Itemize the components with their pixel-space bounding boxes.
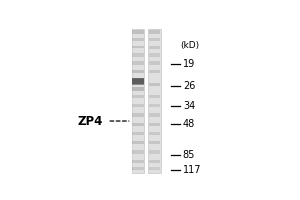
Bar: [148, 38, 160, 41]
Bar: [132, 167, 144, 170]
Bar: [148, 61, 160, 65]
Bar: [132, 113, 144, 117]
Bar: [148, 141, 160, 144]
Bar: [148, 104, 160, 107]
Bar: [132, 150, 144, 154]
Bar: [148, 53, 160, 57]
Bar: [132, 79, 144, 85]
Bar: [148, 29, 161, 173]
Text: 26: 26: [183, 81, 195, 91]
Bar: [132, 53, 144, 57]
Bar: [148, 167, 160, 170]
Bar: [148, 150, 160, 154]
Bar: [148, 70, 160, 73]
Text: ZP4: ZP4: [77, 115, 103, 128]
Bar: [148, 132, 160, 135]
Bar: [148, 30, 160, 34]
Bar: [132, 104, 144, 107]
Text: 85: 85: [183, 150, 195, 160]
Bar: [148, 160, 160, 163]
Text: 19: 19: [183, 59, 195, 69]
Text: 117: 117: [183, 165, 201, 175]
Bar: [132, 132, 144, 135]
Bar: [132, 78, 144, 84]
Text: 48: 48: [183, 119, 195, 129]
Bar: [132, 141, 144, 144]
Text: (kD): (kD): [181, 41, 200, 50]
Bar: [132, 123, 144, 126]
Bar: [132, 30, 144, 34]
Bar: [132, 61, 144, 65]
Bar: [132, 87, 144, 91]
Bar: [132, 29, 145, 173]
Text: 34: 34: [183, 101, 195, 111]
Bar: [148, 46, 160, 49]
Bar: [148, 95, 160, 98]
Bar: [132, 160, 144, 163]
Bar: [148, 113, 160, 117]
Bar: [132, 38, 144, 41]
Bar: [132, 95, 144, 98]
Bar: [132, 46, 144, 48]
Bar: [148, 123, 160, 126]
Bar: [132, 70, 144, 73]
Bar: [148, 83, 160, 86]
